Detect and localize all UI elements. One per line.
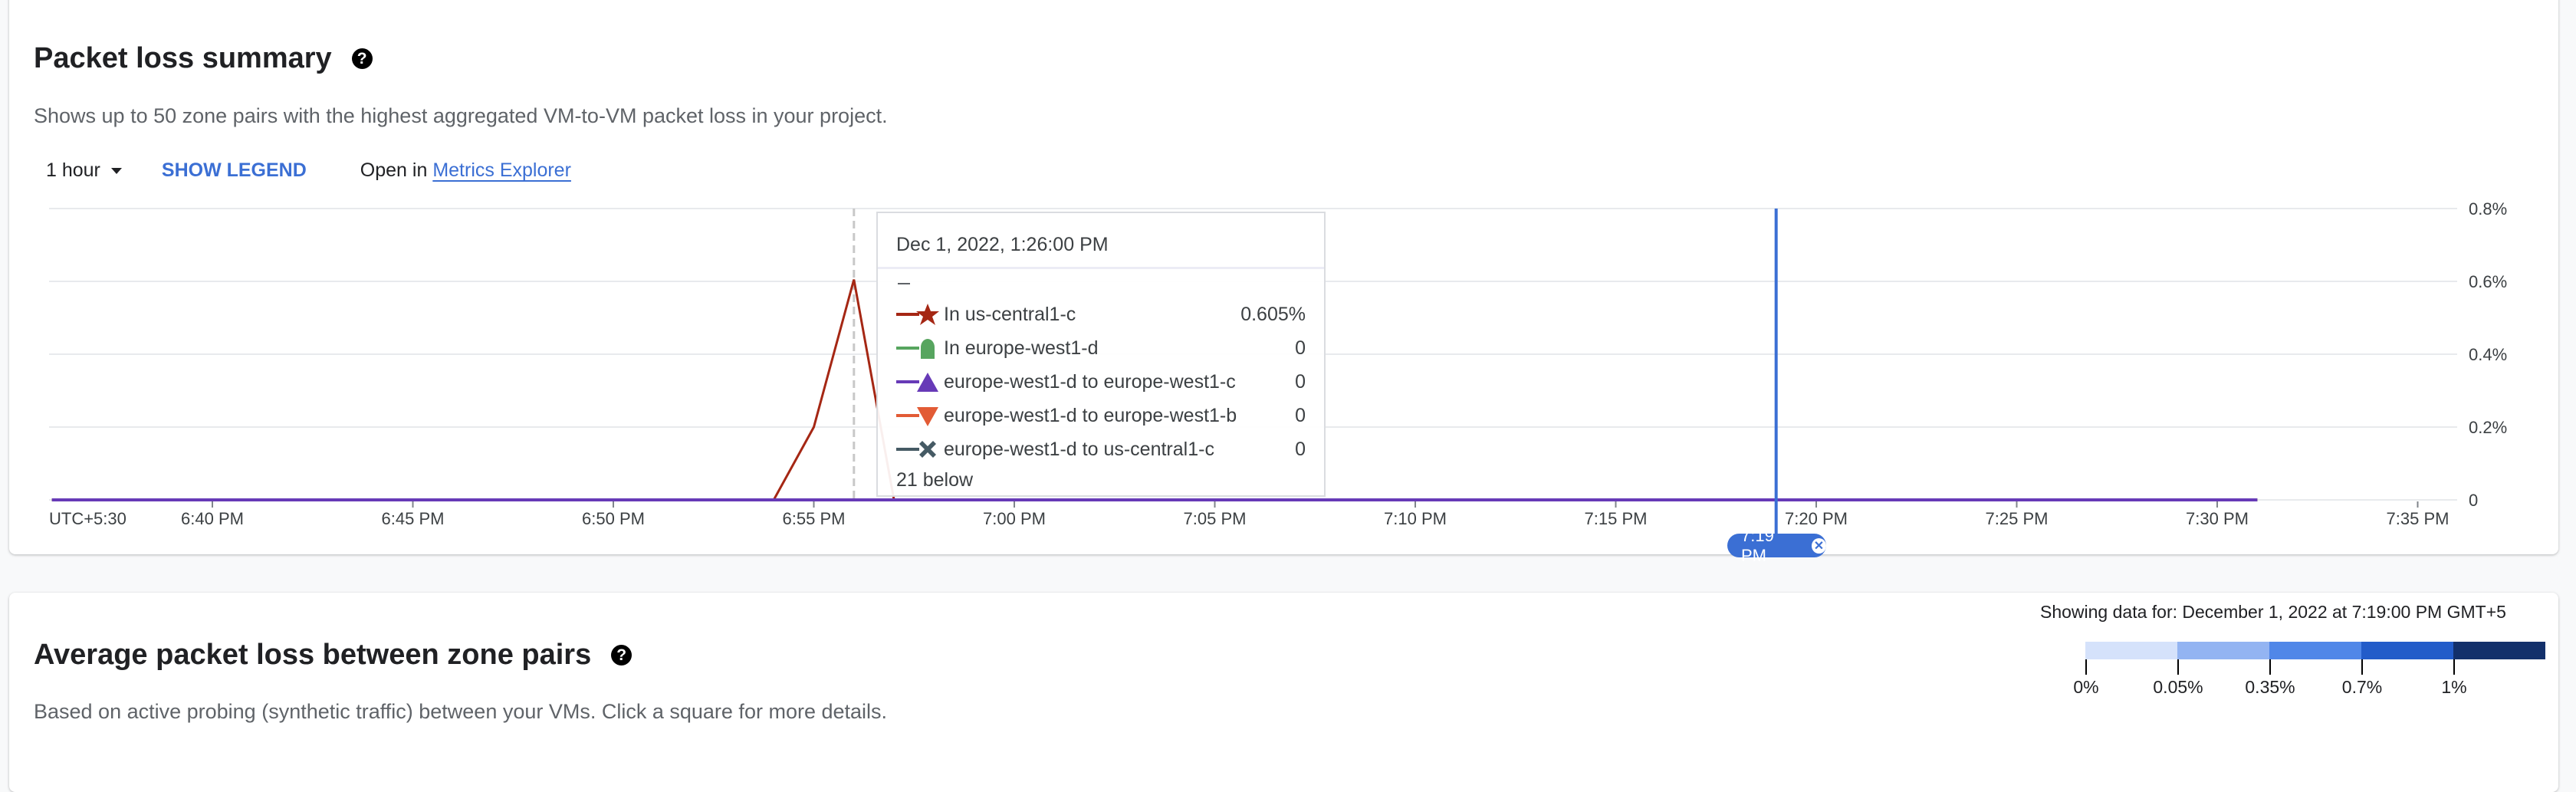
help-icon[interactable]: ? [351,48,373,69]
scale-swatch [2361,642,2453,659]
open-in-label: Open in [360,159,428,181]
scale-tick [2177,659,2179,675]
scale-tick [2453,659,2455,675]
tooltip-row: In us-central1-c 0.605% [896,299,1306,330]
tooltip-row: europe-west1-d to europe-west1-c 0 [896,366,1306,397]
scale-swatch [2085,642,2177,659]
x-tick-label: 6:40 PM [181,509,244,528]
bell-marker-icon [896,337,939,360]
series-value: 0 [1295,438,1306,460]
scale-label: 1% [2441,677,2467,697]
selected-time-chip[interactable]: 7:19 PM ✕ [1727,526,1826,565]
series-name: In us-central1-c [944,303,1076,325]
x-tick-label: 7:25 PM [1986,509,2049,528]
time-range-select[interactable]: 1 hour [46,159,122,182]
series-name: europe-west1-d to us-central1-c [944,438,1214,460]
metrics-explorer-link[interactable]: Metrics Explorer [432,159,571,181]
x-tick-label: 7:10 PM [1384,509,1447,528]
heatmap-color-legend: Showing data for: December 1, 2022 at 7:… [1993,602,2561,709]
x-tick-label: 7:00 PM [983,509,1046,528]
triangle-down-marker-icon [896,404,939,427]
scale-label: 0.05% [2153,677,2203,697]
collapse-icon[interactable] [898,283,910,284]
series-name: europe-west1-d to europe-west1-b [944,404,1237,426]
x-tick-label: 7:35 PM [2387,509,2450,528]
scale-swatch [2177,642,2269,659]
showing-data-for: Showing data for: December 1, 2022 at 7:… [2040,602,2506,622]
series-value: 0 [1295,404,1306,426]
chart-toolbar: 1 hour SHOW LEGEND Open in Metrics Explo… [46,159,571,182]
divider [878,267,1324,269]
y-tick-label: 0.6% [2469,272,2507,291]
x-tick-label: 7:05 PM [1184,509,1247,528]
series-value: 0 [1295,337,1306,359]
x-tick-label: 7:20 PM [1785,509,1848,528]
scale-tick [2269,659,2271,675]
scale-label: 0% [2073,677,2099,697]
scale-label: 0.35% [2245,677,2295,697]
tooltip-date: Dec 1, 2022, 1:26:00 PM [896,234,1109,255]
x-marker-icon [896,438,939,461]
scale-swatch [2453,642,2545,659]
scale-label: 0.7% [2341,677,2383,697]
close-circle-icon[interactable]: ✕ [1811,537,1826,554]
y-tick-label: 0 [2469,491,2478,510]
x-tick-label: 6:50 PM [582,509,645,528]
zone-pairs-subtitle: Based on active probing (synthetic traff… [34,700,888,723]
x-tick-label: 6:45 PM [382,509,445,528]
tooltip-more-count: 21 below [896,469,974,491]
series-name: In europe-west1-d [944,337,1099,359]
time-range-value: 1 hour [46,159,100,181]
tooltip-row: europe-west1-d to europe-west1-b 0 [896,400,1306,431]
scale-tick [2085,659,2087,675]
tooltip-row: europe-west1-d to us-central1-c 0 [896,434,1306,465]
y-tick-label: 0.2% [2469,418,2507,437]
triangle-up-marker-icon [896,370,939,393]
scale-tick [2361,659,2363,675]
y-tick-label: 0.4% [2469,345,2507,364]
x-tick-label: 7:30 PM [2186,509,2249,528]
series-name: europe-west1-d to europe-west1-c [944,370,1236,393]
color-scale-bar [2085,642,2545,659]
help-icon[interactable]: ? [611,645,632,665]
x-tick-label: 7:15 PM [1585,509,1648,528]
scale-swatch [2269,642,2361,659]
summary-title: Packet loss summary ? [34,42,373,75]
packet-loss-chart[interactable]: 0 0.2% 0.4% 0.6% 0.8% UTC+5:30 6:40 PM 6:45 PM 6… [0,0,2576,567]
x-tick-label: 6:55 PM [783,509,846,528]
tooltip-row: In europe-west1-d 0 [896,333,1306,363]
zone-pairs-title-text: Average packet loss between zone pairs [34,639,592,671]
show-legend-button[interactable]: SHOW LEGEND [161,159,307,181]
hover-tooltip: Dec 1, 2022, 1:26:00 PM In us-central1-c… [876,212,1326,497]
star-marker-icon [896,303,939,326]
caret-down-icon [110,167,122,174]
zone-pairs-title: Average packet loss between zone pairs ? [34,639,632,672]
series-value: 0.605% [1240,303,1306,325]
timezone-label: UTC+5:30 [49,509,127,528]
summary-title-text: Packet loss summary [34,42,332,74]
open-in-text: Open in Metrics Explorer [360,159,571,182]
selected-time-label: 7:19 PM [1741,525,1774,565]
series-value: 0 [1295,370,1306,393]
y-tick-label: 0.8% [2469,199,2507,219]
summary-subtitle: Shows up to 50 zone pairs with the highe… [34,104,888,127]
